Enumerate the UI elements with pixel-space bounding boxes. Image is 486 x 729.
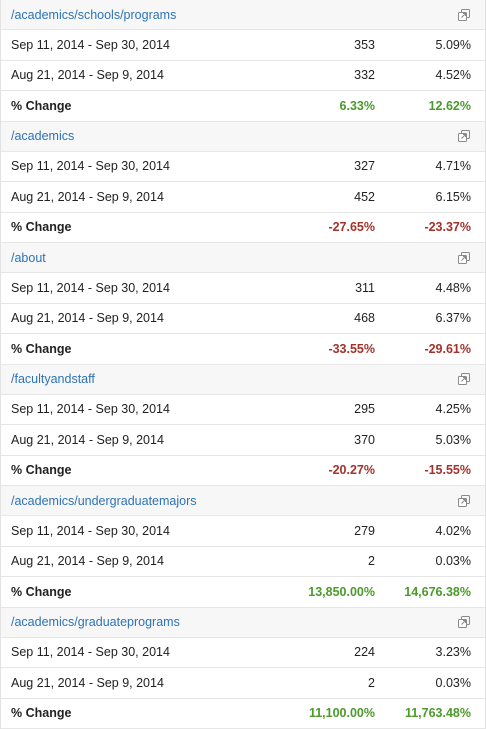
page-header-row: /academics [1,122,485,152]
external-link-icon[interactable] [457,251,471,265]
page-path-link[interactable]: /about [1,251,457,265]
pageviews-value: 279 [265,524,375,538]
percent-change-row: % Change -20.27% -15.55% [1,456,485,487]
change-value: -20.27% [265,463,375,477]
date-range-row-current: Sep 11, 2014 - Sep 30, 2014 327 4.71% [1,152,485,183]
page-path-link[interactable]: /academics/graduateprograms [1,615,457,629]
change-value: -27.65% [265,220,375,234]
date-range-label: Aug 21, 2014 - Sep 9, 2014 [1,554,265,568]
pageviews-percent: 3.23% [375,645,485,659]
pageviews-value: 295 [265,402,375,416]
pageviews-percent: 4.71% [375,159,485,173]
pageviews-percent: 0.03% [375,676,485,690]
pageviews-percent: 4.52% [375,68,485,82]
percent-change-label: % Change [1,220,265,234]
pageviews-percent: 0.03% [375,554,485,568]
change-value: -33.55% [265,342,375,356]
date-range-row-current: Sep 11, 2014 - Sep 30, 2014 279 4.02% [1,516,485,547]
external-link-icon[interactable] [457,372,471,386]
pageviews-percent: 4.02% [375,524,485,538]
page-path-link[interactable]: /academics [1,129,457,143]
date-range-label: Sep 11, 2014 - Sep 30, 2014 [1,159,265,173]
percent-change-row: % Change -27.65% -23.37% [1,213,485,244]
percent-change-row: % Change -33.55% -29.61% [1,334,485,365]
percent-change-label: % Change [1,585,265,599]
date-range-row-current: Sep 11, 2014 - Sep 30, 2014 295 4.25% [1,395,485,426]
date-range-label: Sep 11, 2014 - Sep 30, 2014 [1,38,265,52]
pageviews-value: 468 [265,311,375,325]
external-link-icon[interactable] [457,129,471,143]
date-range-label: Aug 21, 2014 - Sep 9, 2014 [1,68,265,82]
external-link-icon[interactable] [457,494,471,508]
pageviews-value: 353 [265,38,375,52]
pageviews-percent: 5.03% [375,433,485,447]
date-range-label: Sep 11, 2014 - Sep 30, 2014 [1,645,265,659]
date-range-label: Sep 11, 2014 - Sep 30, 2014 [1,402,265,416]
date-range-label: Sep 11, 2014 - Sep 30, 2014 [1,524,265,538]
percent-change-label: % Change [1,463,265,477]
date-range-label: Aug 21, 2014 - Sep 9, 2014 [1,676,265,690]
page-path-link[interactable]: /academics/undergraduatemajors [1,494,457,508]
pageviews-value: 452 [265,190,375,204]
date-range-row-previous: Aug 21, 2014 - Sep 9, 2014 332 4.52% [1,61,485,92]
page-header-row: /about [1,243,485,273]
percent-change-label: % Change [1,706,265,720]
pageviews-percent: 6.37% [375,311,485,325]
pageviews-value: 224 [265,645,375,659]
change-value: 6.33% [265,99,375,113]
date-range-row-previous: Aug 21, 2014 - Sep 9, 2014 468 6.37% [1,304,485,335]
date-range-row-current: Sep 11, 2014 - Sep 30, 2014 224 3.23% [1,638,485,669]
change-percent: -29.61% [375,342,485,356]
page-path-link[interactable]: /facultyandstaff [1,372,457,386]
percent-change-label: % Change [1,342,265,356]
change-value: 11,100.00% [265,706,375,720]
date-range-row-previous: Aug 21, 2014 - Sep 9, 2014 2 0.03% [1,547,485,578]
percent-change-row: % Change 13,850.00% 14,676.38% [1,577,485,608]
date-range-row-current: Sep 11, 2014 - Sep 30, 2014 311 4.48% [1,273,485,304]
page-header-row: /academics/undergraduatemajors [1,486,485,516]
page-header-row: /academics/graduateprograms [1,608,485,638]
change-percent: 14,676.38% [375,585,485,599]
date-range-row-previous: Aug 21, 2014 - Sep 9, 2014 2 0.03% [1,668,485,699]
page-header-row: /facultyandstaff [1,365,485,395]
pageviews-percent: 4.25% [375,402,485,416]
date-range-label: Aug 21, 2014 - Sep 9, 2014 [1,433,265,447]
pageviews-percent: 6.15% [375,190,485,204]
pageviews-value: 2 [265,676,375,690]
pageviews-value: 370 [265,433,375,447]
pageviews-percent: 4.48% [375,281,485,295]
external-link-icon[interactable] [457,8,471,22]
percent-change-row: % Change 11,100.00% 11,763.48% [1,699,485,729]
change-percent: -23.37% [375,220,485,234]
change-value: 13,850.00% [265,585,375,599]
pageviews-value: 327 [265,159,375,173]
percent-change-row: % Change 6.33% 12.62% [1,91,485,122]
date-range-row-previous: Aug 21, 2014 - Sep 9, 2014 370 5.03% [1,425,485,456]
date-range-row-current: Sep 11, 2014 - Sep 30, 2014 353 5.09% [1,30,485,61]
page-header-row: /academics/schools/programs [1,0,485,30]
change-percent: -15.55% [375,463,485,477]
date-range-row-previous: Aug 21, 2014 - Sep 9, 2014 452 6.15% [1,182,485,213]
page-path-link[interactable]: /academics/schools/programs [1,8,457,22]
change-percent: 11,763.48% [375,706,485,720]
date-range-label: Aug 21, 2014 - Sep 9, 2014 [1,190,265,204]
pageviews-value: 2 [265,554,375,568]
date-range-label: Aug 21, 2014 - Sep 9, 2014 [1,311,265,325]
external-link-icon[interactable] [457,615,471,629]
pageviews-value: 311 [265,281,375,295]
change-percent: 12.62% [375,99,485,113]
pageviews-value: 332 [265,68,375,82]
date-range-label: Sep 11, 2014 - Sep 30, 2014 [1,281,265,295]
pageviews-percent: 5.09% [375,38,485,52]
percent-change-label: % Change [1,99,265,113]
